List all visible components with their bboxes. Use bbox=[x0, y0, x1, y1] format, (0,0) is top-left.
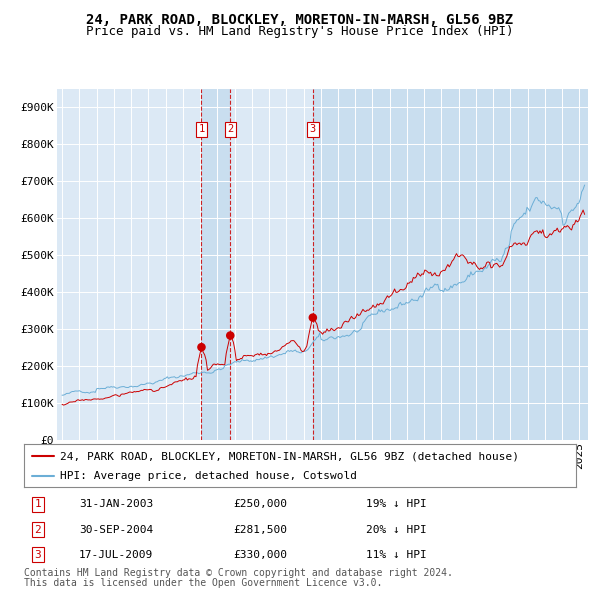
Text: 3: 3 bbox=[34, 550, 41, 559]
Text: This data is licensed under the Open Government Licence v3.0.: This data is licensed under the Open Gov… bbox=[24, 578, 382, 588]
Text: 11% ↓ HPI: 11% ↓ HPI bbox=[366, 550, 427, 559]
Text: 24, PARK ROAD, BLOCKLEY, MORETON-IN-MARSH, GL56 9BZ: 24, PARK ROAD, BLOCKLEY, MORETON-IN-MARS… bbox=[86, 13, 514, 27]
Bar bbox=[202, 88, 230, 440]
Text: 1: 1 bbox=[34, 500, 41, 509]
Bar bbox=[313, 88, 588, 440]
Text: 2: 2 bbox=[34, 525, 41, 535]
Text: 19% ↓ HPI: 19% ↓ HPI bbox=[366, 500, 427, 509]
Text: £250,000: £250,000 bbox=[234, 500, 288, 509]
Text: Price paid vs. HM Land Registry's House Price Index (HPI): Price paid vs. HM Land Registry's House … bbox=[86, 25, 514, 38]
Text: Contains HM Land Registry data © Crown copyright and database right 2024.: Contains HM Land Registry data © Crown c… bbox=[24, 568, 453, 578]
Text: £281,500: £281,500 bbox=[234, 525, 288, 535]
Text: 1: 1 bbox=[199, 124, 205, 134]
Text: 30-SEP-2004: 30-SEP-2004 bbox=[79, 525, 154, 535]
Text: 2: 2 bbox=[227, 124, 233, 134]
Point bbox=[308, 313, 317, 322]
Point bbox=[197, 342, 206, 352]
Text: 31-JAN-2003: 31-JAN-2003 bbox=[79, 500, 154, 509]
Text: 20% ↓ HPI: 20% ↓ HPI bbox=[366, 525, 427, 535]
Text: £330,000: £330,000 bbox=[234, 550, 288, 559]
Point bbox=[226, 331, 235, 340]
Text: 24, PARK ROAD, BLOCKLEY, MORETON-IN-MARSH, GL56 9BZ (detached house): 24, PARK ROAD, BLOCKLEY, MORETON-IN-MARS… bbox=[60, 451, 519, 461]
Text: 17-JUL-2009: 17-JUL-2009 bbox=[79, 550, 154, 559]
Text: HPI: Average price, detached house, Cotswold: HPI: Average price, detached house, Cots… bbox=[60, 471, 357, 481]
Text: 3: 3 bbox=[310, 124, 316, 134]
